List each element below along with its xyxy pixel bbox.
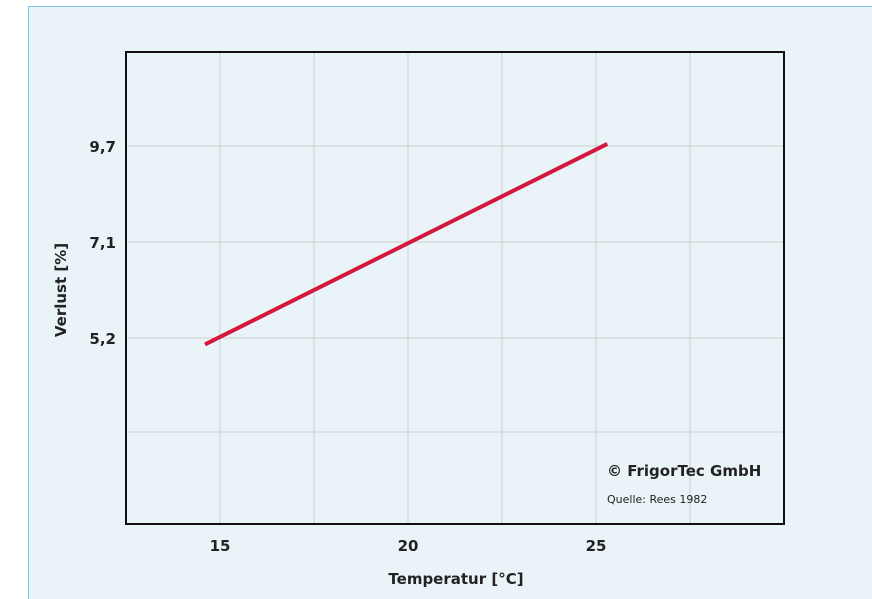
y-tick-label: 5,2 (89, 330, 116, 348)
x-tick-label: 15 (210, 537, 231, 555)
x-tick-label: 20 (398, 537, 419, 555)
chart-panel (28, 6, 872, 599)
y-tick-label: 9,7 (89, 138, 116, 156)
x-axis-label: Temperatur [°C] (388, 570, 523, 588)
series-line (204, 142, 609, 347)
grid (126, 52, 784, 524)
x-tick-label: 25 (586, 537, 607, 555)
plot-frame (125, 51, 785, 525)
y-tick-label: 7,1 (89, 234, 116, 252)
copyright-text: © FrigorTec GmbH (607, 462, 761, 480)
series-layer (204, 142, 609, 347)
source-text: Quelle: Rees 1982 (607, 493, 707, 506)
x-tick-labels: 15 20 25 (210, 537, 607, 555)
y-tick-labels: 5,2 7,1 9,7 (89, 138, 116, 348)
y-axis-label: Verlust [%] (52, 243, 70, 337)
